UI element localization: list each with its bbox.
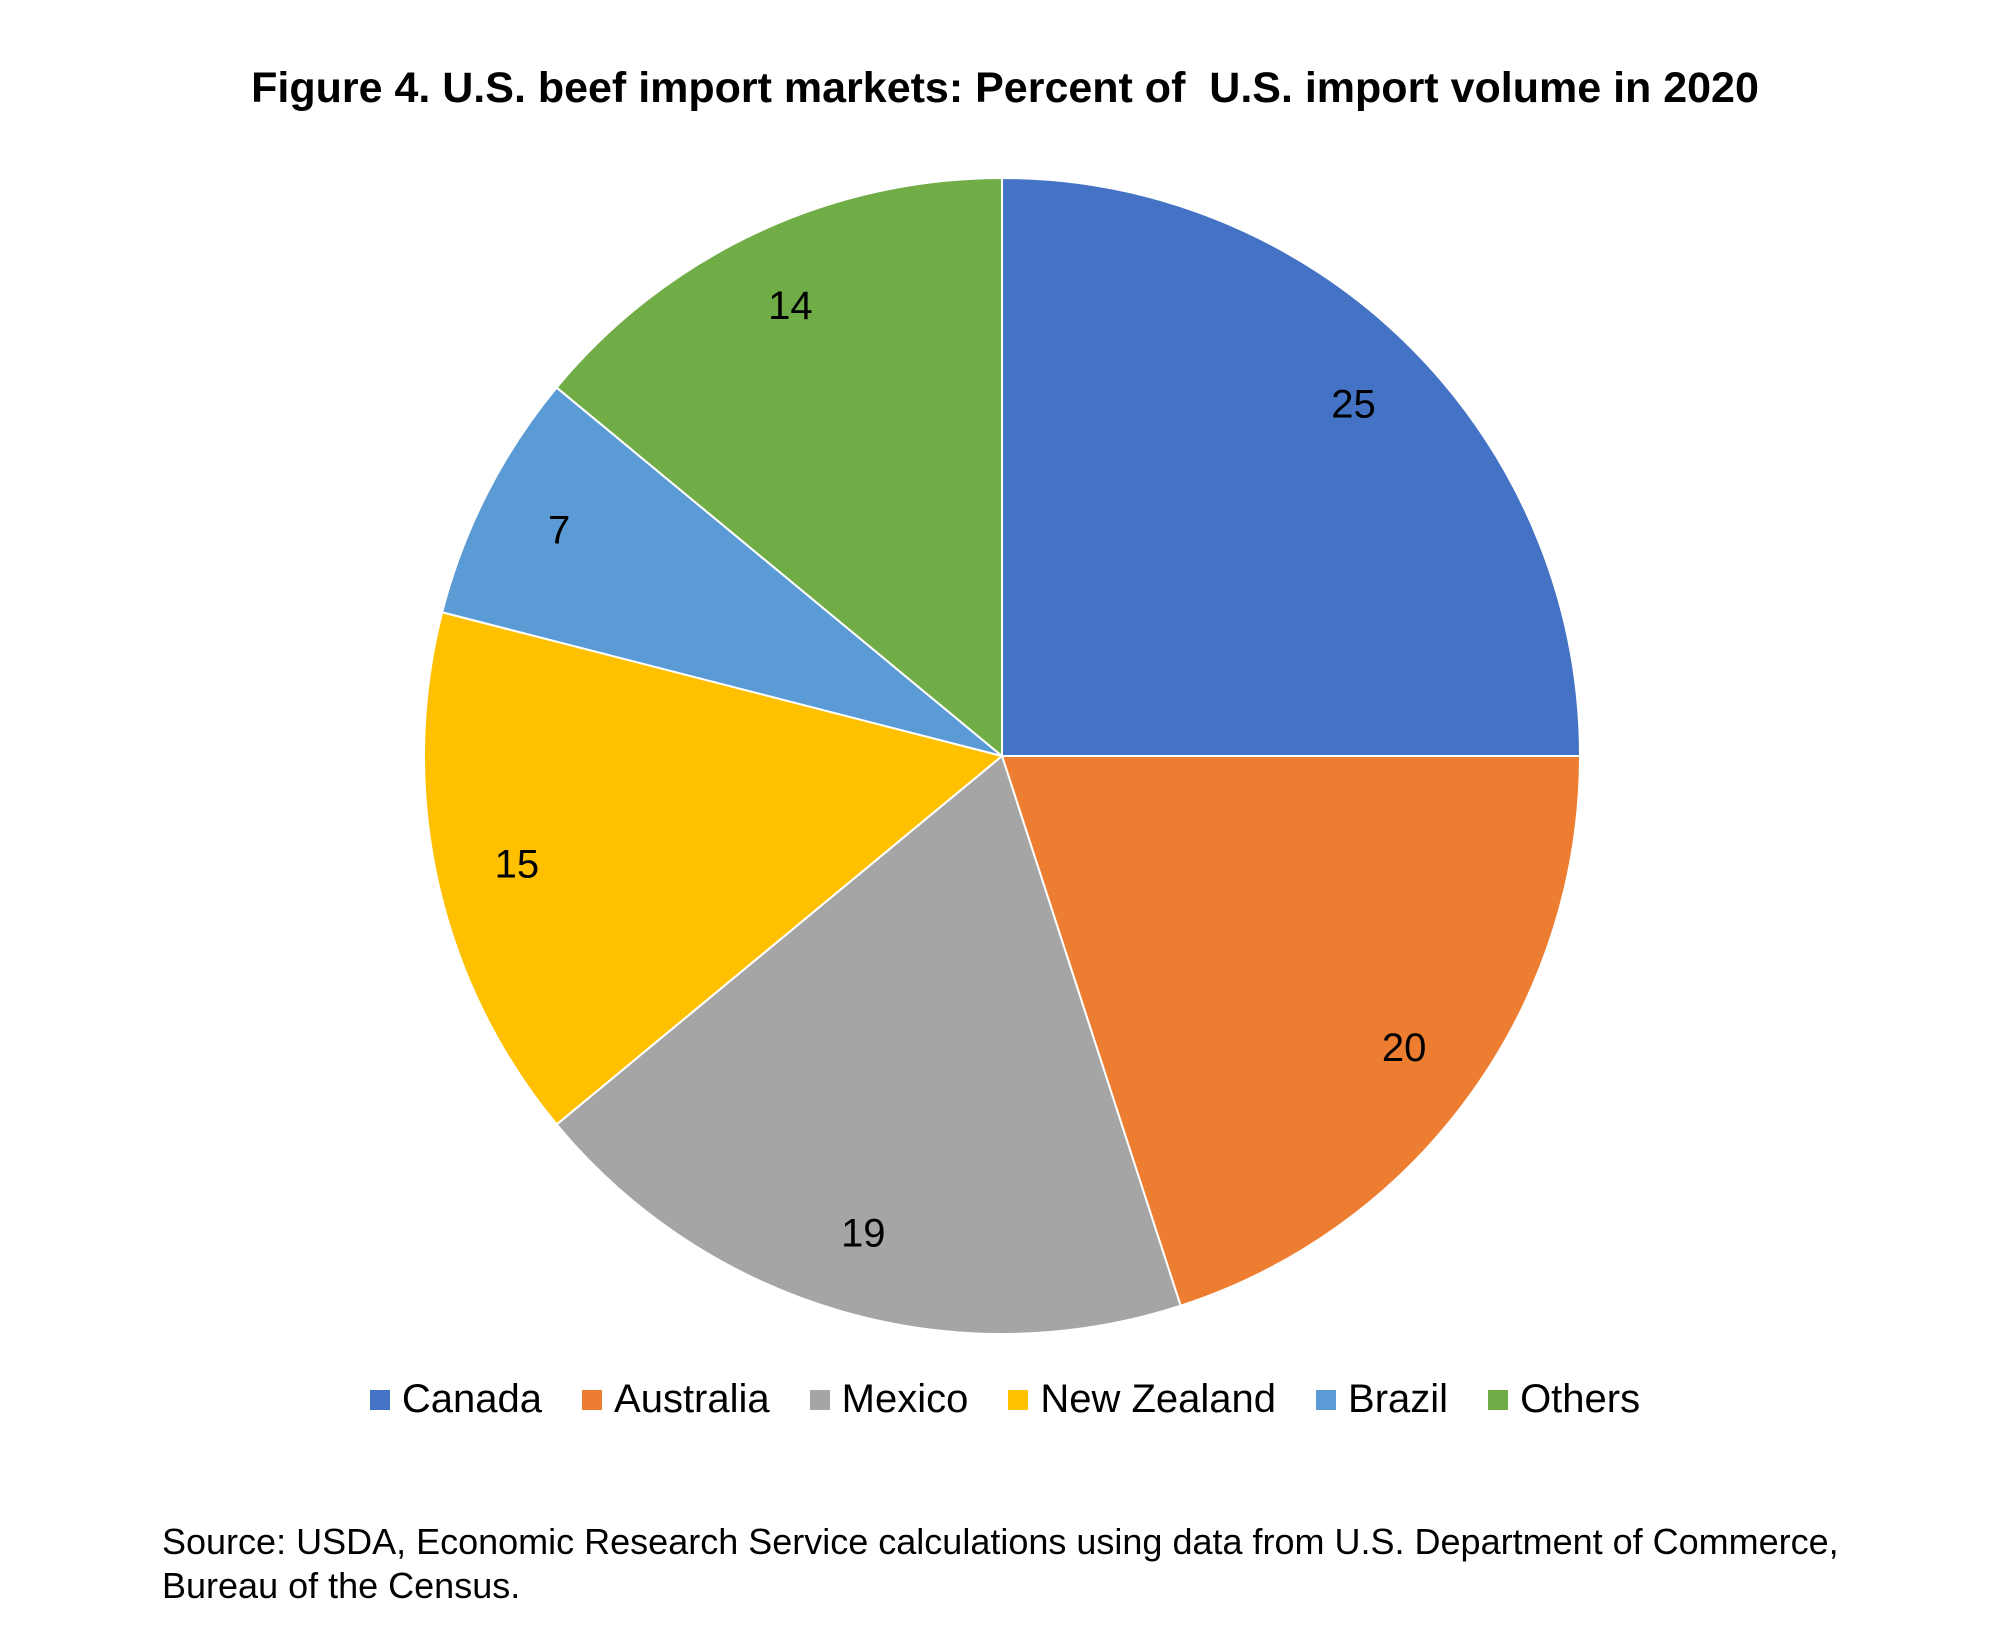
legend-item-canada: Canada [369,1377,543,1422]
pie-slice-new-zealand [423,611,1005,1126]
data-label-australia: 20 [1382,1026,1427,1070]
legend-label-mexico: Mexico [841,1377,969,1421]
pie-slice-others [555,176,1003,759]
data-label-mexico: 19 [841,1211,886,1255]
legend-swatch-australia [582,1389,603,1410]
data-label-others: 14 [768,284,813,328]
legend-swatch-mexico [809,1389,830,1410]
data-label-canada: 25 [1331,383,1376,427]
legend-label-new-zealand: New Zealand [1040,1377,1277,1421]
chart-title: Figure 4. U.S. beef import markets: Perc… [251,64,1759,112]
legend-item-australia: Australia [582,1377,770,1422]
legend-swatch-new-zealand [1008,1389,1029,1410]
source-note: Source: USDA, Economic Research Service … [162,1521,1839,1606]
legend-swatch-others [1488,1389,1509,1410]
legend-label-canada: Canada [401,1377,543,1421]
legend-item-mexico: Mexico [809,1377,969,1422]
pie-slice-brazil [440,386,1003,757]
legend-label-brazil: Brazil [1348,1377,1449,1421]
legend-label-others: Others [1520,1377,1641,1421]
pie-slice-canada [1001,176,1582,757]
legend-swatch-brazil [1316,1389,1337,1410]
data-label-new-zealand: 15 [495,842,540,886]
legend-item-new-zealand: New Zealand [1008,1377,1276,1422]
data-label-brazil: 7 [548,508,570,552]
pie-slice-mexico [555,754,1182,1335]
chart-legend: Canada Australia Mexico New Zealand Brazil Ot… [0,1377,2010,1422]
legend-item-brazil: Brazil [1316,1377,1448,1422]
legend-label-australia: Australia [614,1377,770,1421]
legend-item-others: Others [1488,1377,1640,1422]
pie-slice-australia [1000,755,1582,1307]
legend-swatch-canada [369,1389,390,1410]
